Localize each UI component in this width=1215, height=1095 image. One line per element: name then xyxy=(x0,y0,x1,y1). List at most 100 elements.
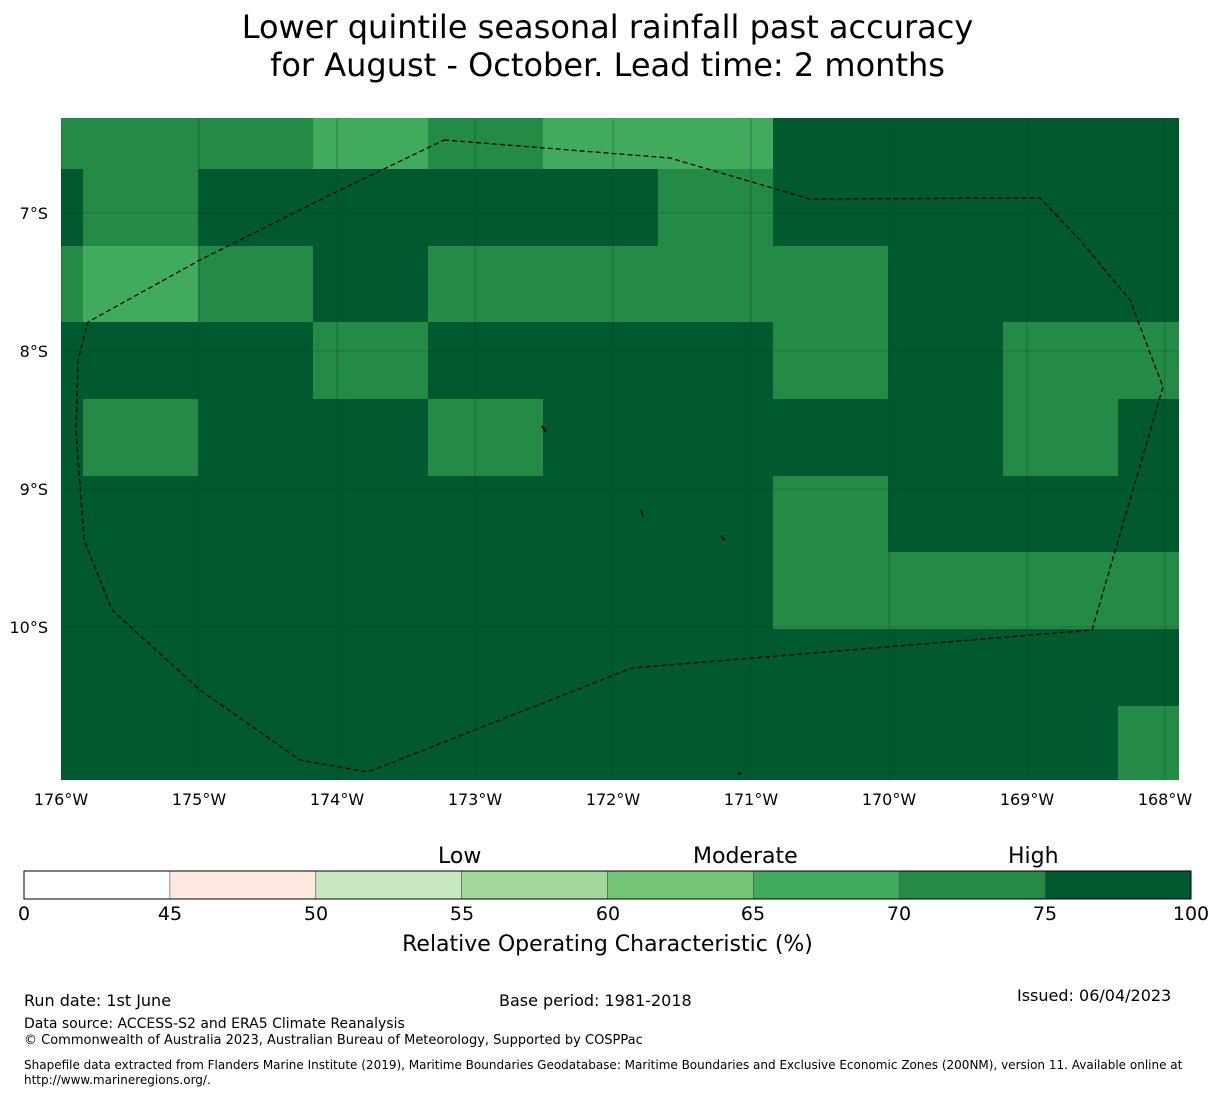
colorbar-bin xyxy=(753,870,900,900)
colorbar-tick-50: 50 xyxy=(303,903,329,925)
map-cell xyxy=(83,629,199,707)
map-cell xyxy=(83,322,199,400)
island-marks xyxy=(541,425,742,775)
map-cell xyxy=(888,169,1004,247)
map-cell xyxy=(61,629,84,707)
map-cell xyxy=(83,118,199,170)
chart-title-line2: for August - October. Lead time: 2 month… xyxy=(270,46,945,84)
map-cell xyxy=(773,629,889,707)
map-cell xyxy=(1003,322,1119,400)
map-cell xyxy=(198,706,314,780)
issued-date: Issued: 06/04/2023 xyxy=(1017,986,1172,1005)
map-cell xyxy=(773,322,889,400)
map-cell xyxy=(1003,399,1119,477)
colorbar-bins xyxy=(23,870,1192,900)
map-cell xyxy=(543,706,659,780)
colorbar-tick-65: 65 xyxy=(740,903,766,925)
map-cell xyxy=(198,246,314,323)
map-cell xyxy=(313,169,429,247)
map-cell xyxy=(61,706,84,780)
lat-label-7s: 7°S xyxy=(19,204,48,223)
lon-label-174w: 174°W xyxy=(309,790,365,809)
map-cell xyxy=(61,552,84,630)
map-cell xyxy=(773,552,889,630)
map-cell xyxy=(543,118,659,170)
map-cell xyxy=(198,118,314,170)
map-cell xyxy=(658,169,774,247)
map-cell xyxy=(773,246,889,323)
map-cell xyxy=(1003,629,1119,707)
map-cell xyxy=(428,322,544,400)
map-cell xyxy=(658,322,774,400)
map-cell xyxy=(313,706,429,780)
map-cell xyxy=(428,706,544,780)
map-cell xyxy=(83,706,199,780)
map-cell xyxy=(658,629,774,707)
map-cell xyxy=(543,246,659,323)
colorbar-bin xyxy=(169,870,317,900)
map-cell xyxy=(1118,246,1179,323)
copyright: © Commonwealth of Australia 2023, Austra… xyxy=(24,1033,643,1048)
map-cell xyxy=(888,322,1004,400)
rainfall-accuracy-map xyxy=(61,118,1179,780)
colorbar-bin xyxy=(315,870,462,900)
run-date: Run date: 1st June xyxy=(24,991,172,1010)
map-cell xyxy=(83,169,199,247)
lat-label-9s: 9°S xyxy=(19,480,48,499)
map-cell xyxy=(198,399,314,477)
eez-boundary xyxy=(75,139,1164,773)
map-cell xyxy=(658,552,774,630)
map-cell xyxy=(61,246,84,323)
map-cell xyxy=(773,169,889,247)
base-period: Base period: 1981-2018 xyxy=(499,991,692,1010)
map-cell xyxy=(543,399,659,477)
category-low: Low xyxy=(438,844,482,869)
map-cell xyxy=(83,399,199,477)
map-cell xyxy=(658,118,774,170)
lon-label-169w: 169°W xyxy=(999,790,1055,809)
colorbar xyxy=(23,870,1192,900)
map-cell xyxy=(773,118,889,170)
map-cell xyxy=(773,399,889,477)
map-cell xyxy=(61,118,84,170)
map-cell xyxy=(1118,322,1179,400)
lon-label-175w: 175°W xyxy=(171,790,227,809)
lat-label-8s: 8°S xyxy=(19,342,48,361)
colorbar-label: Relative Operating Characteristic (%) xyxy=(402,932,813,957)
map-grid-cells xyxy=(61,118,1179,780)
map-cell xyxy=(428,169,544,247)
map-cell xyxy=(1003,246,1119,323)
map-cell xyxy=(658,706,774,780)
map-cell xyxy=(313,399,429,477)
map-cell xyxy=(658,246,774,323)
lon-label-172w: 172°W xyxy=(585,790,641,809)
colorbar-bin xyxy=(898,870,1046,900)
map-cell xyxy=(198,629,314,707)
map-cell xyxy=(1118,629,1179,707)
map-cell xyxy=(428,246,544,323)
map-cell xyxy=(1118,169,1179,247)
lon-label-171w: 171°W xyxy=(723,790,779,809)
map-cell xyxy=(61,322,84,400)
map-cell xyxy=(1003,706,1119,780)
map-cell xyxy=(313,118,429,170)
colorbar-tick-100: 100 xyxy=(1172,903,1210,925)
lon-label-176w: 176°W xyxy=(33,790,89,809)
lat-label-10s: 10°S xyxy=(9,618,48,637)
map-cell xyxy=(83,246,199,323)
lon-label-168w: 168°W xyxy=(1137,790,1193,809)
map-cell xyxy=(888,706,1004,780)
map-cell xyxy=(888,246,1004,323)
lon-label-170w: 170°W xyxy=(861,790,917,809)
map-cell xyxy=(1118,706,1179,780)
lon-label-173w: 173°W xyxy=(447,790,503,809)
map-cell xyxy=(313,629,429,707)
map-cell xyxy=(658,399,774,477)
map-cell xyxy=(198,322,314,400)
map-cell xyxy=(1118,118,1179,170)
map-cell xyxy=(1003,118,1119,170)
colorbar-bin xyxy=(607,870,754,900)
map-cell xyxy=(198,169,314,247)
map-gridlines xyxy=(61,118,1179,780)
category-high: High xyxy=(1008,844,1059,869)
